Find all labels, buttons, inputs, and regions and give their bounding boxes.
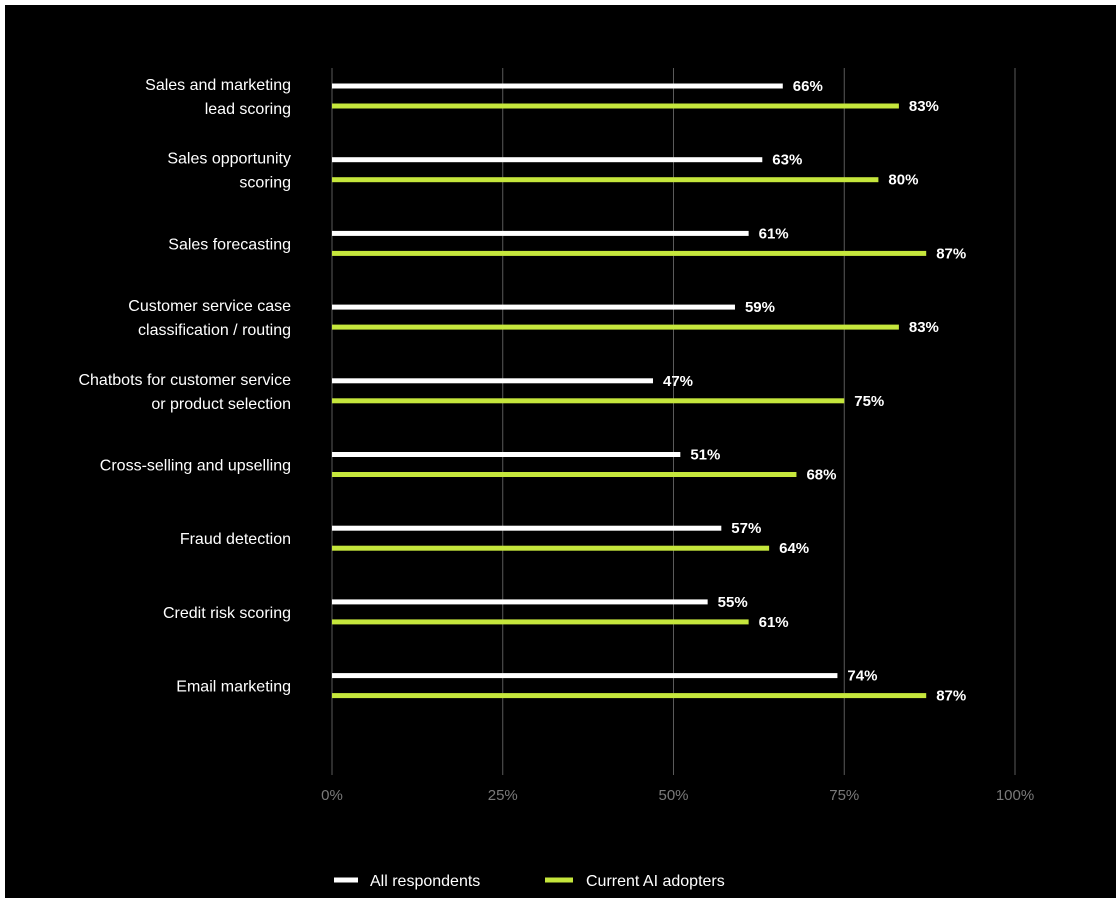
data-label: 47%: [663, 373, 693, 390]
bar-current-ai-adopters: [332, 693, 927, 699]
data-label: 61%: [759, 225, 789, 242]
data-label: 74%: [847, 668, 877, 685]
category-labels: Sales and marketing lead scoring Sales opp…: [78, 77, 291, 696]
category-label: Credit risk scoring: [163, 605, 291, 622]
bar-current-ai-adopters: [332, 398, 845, 404]
bar-all-respondents: [332, 378, 654, 384]
bar-current-ai-adopters: [332, 177, 879, 183]
bar-all-respondents: [332, 673, 838, 679]
data-label: 63%: [772, 152, 802, 169]
bar-current-ai-adopters: [332, 472, 797, 477]
bar-current-ai-adopters: [332, 545, 770, 551]
x-tick-label: 50%: [658, 787, 688, 804]
x-tick-label: 75%: [829, 787, 859, 804]
data-label: 51%: [690, 447, 720, 464]
bar-all-respondents: [332, 452, 681, 457]
data-label: 83%: [909, 98, 939, 115]
category-label: Sales forecasting: [168, 236, 291, 253]
value-labels: 66% 83% 63% 80% 61% 87% 59% 83% 47% 75% 51% 68% 57% 6…: [663, 78, 966, 705]
category-label: Customer service case: [128, 298, 291, 315]
bar-all-respondents: [332, 525, 722, 531]
bar-all-respondents: [332, 157, 763, 163]
data-label: 80%: [888, 172, 918, 189]
category-label: scoring: [239, 175, 291, 192]
gridlines: [331, 68, 1016, 775]
category-label: Sales opportunity: [167, 151, 291, 168]
data-label: 66%: [793, 78, 823, 95]
data-label: 59%: [745, 299, 775, 316]
data-label: 87%: [936, 245, 966, 262]
category-label: Chatbots for customer service: [78, 372, 291, 389]
bar-chart: Sales and marketing lead scoring Sales opp…: [78, 68, 1034, 890]
bar-current-ai-adopters: [332, 250, 927, 256]
category-label: lead scoring: [205, 101, 291, 118]
data-label: 68%: [806, 467, 836, 484]
bar-all-respondents: [332, 230, 749, 236]
bars: [332, 83, 927, 699]
category-label: Fraud detection: [180, 531, 291, 548]
data-label: 87%: [936, 688, 966, 705]
data-label: 57%: [731, 520, 761, 537]
data-label: 55%: [718, 594, 748, 611]
legend: All respondents Current AI adopters: [334, 873, 725, 890]
data-label: 83%: [909, 319, 939, 336]
legend-swatch: [334, 877, 358, 883]
x-axis-ticks: 0% 25% 50% 75% 100%: [321, 787, 1034, 804]
data-label: 61%: [759, 614, 789, 631]
category-label: or product selection: [151, 396, 291, 413]
x-tick-label: 100%: [996, 787, 1034, 804]
bar-all-respondents: [332, 83, 783, 89]
bar-current-ai-adopters: [332, 324, 899, 330]
bar-all-respondents: [332, 599, 708, 605]
legend-label: Current AI adopters: [586, 873, 725, 890]
category-label: classification / routing: [138, 322, 291, 339]
category-label: Email marketing: [176, 679, 291, 696]
x-tick-label: 25%: [488, 787, 518, 804]
data-label: 75%: [854, 393, 884, 410]
bar-current-ai-adopters: [332, 103, 899, 109]
bar-current-ai-adopters: [332, 619, 749, 625]
x-tick-label: 0%: [321, 787, 343, 804]
legend-swatch: [545, 877, 573, 883]
bar-all-respondents: [332, 304, 735, 310]
category-label: Cross-selling and upselling: [100, 458, 291, 475]
chart-panel: Sales and marketing lead scoring Sales opp…: [5, 5, 1116, 898]
category-label: Sales and marketing: [145, 77, 291, 94]
data-label: 64%: [779, 540, 809, 557]
legend-label: All respondents: [370, 873, 480, 890]
